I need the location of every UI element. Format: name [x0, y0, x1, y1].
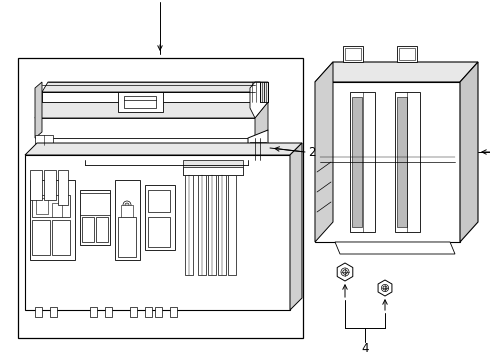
Bar — [183, 160, 243, 175]
Bar — [170, 307, 177, 317]
Polygon shape — [290, 143, 302, 310]
Polygon shape — [35, 118, 255, 138]
Polygon shape — [397, 97, 407, 227]
Bar — [315, 82, 460, 242]
Polygon shape — [248, 130, 268, 160]
Bar — [32, 195, 70, 217]
Bar — [395, 92, 420, 232]
Bar — [145, 307, 152, 317]
Bar — [52, 203, 62, 217]
Polygon shape — [260, 82, 268, 102]
Bar — [115, 180, 140, 260]
Bar — [148, 190, 170, 212]
Polygon shape — [352, 97, 362, 227]
Bar — [82, 217, 94, 242]
Bar — [80, 193, 110, 215]
Bar — [399, 48, 415, 60]
Bar — [145, 185, 175, 250]
Bar — [118, 92, 163, 112]
Ellipse shape — [341, 268, 349, 276]
Polygon shape — [335, 242, 455, 254]
Ellipse shape — [123, 201, 131, 209]
Polygon shape — [42, 92, 268, 102]
Bar — [343, 46, 363, 62]
Bar — [345, 48, 361, 60]
Text: 1: 1 — [156, 0, 164, 2]
Polygon shape — [337, 263, 353, 281]
Bar — [350, 92, 375, 232]
Bar — [218, 175, 226, 275]
Bar — [130, 307, 137, 317]
Text: 2: 2 — [308, 145, 316, 158]
Polygon shape — [35, 102, 268, 118]
Polygon shape — [315, 62, 333, 242]
Bar — [118, 217, 136, 257]
Bar — [50, 307, 57, 317]
Bar — [252, 144, 264, 156]
Bar — [80, 190, 110, 245]
Bar — [18, 58, 303, 338]
Polygon shape — [25, 143, 302, 155]
Bar — [30, 170, 42, 200]
Polygon shape — [315, 62, 478, 82]
Bar — [90, 307, 97, 317]
Bar — [35, 135, 53, 145]
Ellipse shape — [343, 270, 347, 274]
Bar — [250, 142, 266, 158]
Bar — [105, 307, 112, 317]
Polygon shape — [35, 82, 42, 138]
Bar — [121, 205, 133, 217]
Bar — [208, 175, 216, 275]
Polygon shape — [25, 155, 290, 310]
Polygon shape — [250, 82, 268, 118]
Polygon shape — [378, 280, 392, 296]
Bar — [30, 180, 75, 260]
Bar — [198, 175, 206, 275]
Ellipse shape — [381, 284, 389, 292]
Bar — [52, 220, 70, 255]
Bar — [32, 220, 50, 255]
Bar — [155, 307, 162, 317]
Ellipse shape — [383, 286, 387, 290]
Bar — [96, 217, 108, 242]
Polygon shape — [42, 82, 268, 92]
Ellipse shape — [125, 203, 129, 207]
Bar — [35, 307, 42, 317]
Bar — [185, 175, 193, 275]
Bar — [58, 170, 68, 205]
Bar — [228, 175, 236, 275]
Polygon shape — [460, 62, 478, 242]
Bar — [44, 170, 56, 200]
Polygon shape — [255, 102, 268, 138]
Bar — [148, 217, 170, 247]
Bar — [124, 96, 156, 108]
Text: 4: 4 — [361, 342, 369, 355]
Bar — [397, 46, 417, 62]
Bar — [36, 198, 48, 214]
Bar — [183, 167, 243, 175]
